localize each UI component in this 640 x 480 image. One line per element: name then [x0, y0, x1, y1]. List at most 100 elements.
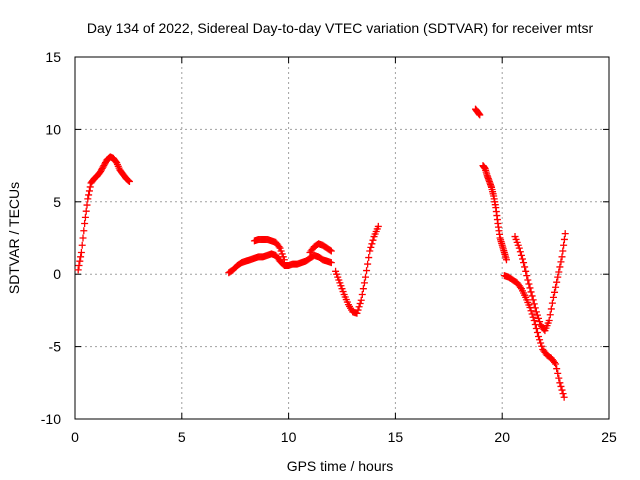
data-point [549, 293, 557, 301]
y-tick-label: -10 [41, 411, 61, 427]
x-tick-label: 5 [178, 429, 186, 445]
series-segment-7 [479, 162, 510, 264]
y-tick-label: 5 [53, 194, 61, 210]
data-point [75, 262, 83, 270]
data-point [82, 207, 90, 215]
data-point [529, 296, 537, 304]
data-point [561, 230, 569, 238]
chart-title: Day 134 of 2022, Sidereal Day-to-day VTE… [87, 20, 594, 36]
data-point [358, 290, 366, 298]
data-point [74, 266, 82, 274]
data-point [356, 300, 364, 308]
data-point [366, 247, 374, 255]
data-point [360, 279, 368, 287]
data-points [74, 105, 569, 401]
data-point [530, 300, 538, 308]
series-segment-5 [332, 222, 382, 317]
data-point [528, 292, 536, 300]
data-point [502, 256, 510, 264]
data-point [556, 263, 564, 271]
data-point [559, 247, 567, 255]
data-point [548, 299, 556, 307]
y-tick-label: 0 [53, 266, 61, 282]
data-point [533, 311, 541, 319]
data-point [374, 222, 382, 230]
data-point [535, 332, 543, 340]
data-point [516, 248, 524, 256]
axis-ticks: 0 5 10 15 20 25 -10 -5 0 5 10 15 [41, 49, 617, 445]
series-segment-4 [306, 240, 335, 256]
data-point [533, 328, 541, 336]
data-point [521, 263, 529, 271]
series-segment-3 [250, 235, 288, 264]
data-point [516, 283, 524, 291]
data-point [83, 201, 91, 209]
data-point [79, 234, 87, 242]
series-segment-2 [225, 250, 335, 277]
series-segment-8 [500, 272, 568, 401]
y-axis-label: SDTVAR / TECUs [6, 182, 22, 294]
plot-frame [74, 56, 610, 420]
series-segment-9 [511, 230, 569, 335]
data-point [527, 307, 535, 315]
data-point [554, 369, 562, 377]
data-point [528, 310, 536, 318]
data-point [555, 268, 563, 276]
data-point [557, 258, 565, 266]
data-point [559, 390, 567, 398]
data-point [553, 278, 561, 286]
data-point [536, 318, 544, 326]
data-point [327, 259, 335, 267]
x-axis-label: GPS time / hours [287, 458, 394, 474]
data-point [551, 359, 559, 367]
data-point [368, 240, 376, 248]
data-point [357, 296, 365, 304]
data-point [552, 360, 560, 368]
data-point [532, 308, 540, 316]
data-point [355, 303, 363, 311]
data-point [524, 276, 532, 284]
data-point [85, 191, 93, 199]
data-point [81, 213, 89, 221]
data-point [517, 251, 525, 259]
data-point [558, 253, 566, 261]
data-point [560, 241, 568, 249]
data-point [353, 309, 361, 317]
data-point [124, 176, 132, 184]
data-point [560, 235, 568, 243]
data-point [555, 374, 563, 382]
data-point [523, 272, 531, 280]
data-point [78, 241, 86, 249]
data-point [354, 306, 362, 314]
series-segment-1 [74, 153, 133, 274]
data-point [361, 273, 369, 281]
data-point [525, 280, 533, 288]
data-point [369, 236, 377, 244]
data-point [552, 283, 560, 291]
y-tick-label: 15 [45, 49, 61, 65]
data-point [522, 267, 530, 275]
x-tick-label: 25 [601, 429, 617, 445]
data-point [553, 365, 561, 373]
y-tick-label: -5 [49, 339, 62, 355]
data-point [529, 313, 537, 321]
data-point [546, 311, 554, 319]
data-point [554, 273, 562, 281]
y-tick-label: 10 [45, 121, 61, 137]
x-tick-label: 0 [71, 429, 79, 445]
data-point [125, 178, 133, 186]
data-point [76, 257, 84, 265]
data-point [85, 187, 93, 195]
data-point [367, 243, 375, 251]
data-point [365, 254, 373, 262]
data-point [532, 325, 540, 332]
data-point [81, 220, 89, 228]
data-point [275, 243, 283, 251]
data-point [527, 288, 535, 296]
data-point [551, 288, 559, 296]
data-point [531, 304, 539, 312]
data-point [77, 253, 85, 261]
data-point [545, 317, 553, 325]
data-point [515, 244, 523, 252]
